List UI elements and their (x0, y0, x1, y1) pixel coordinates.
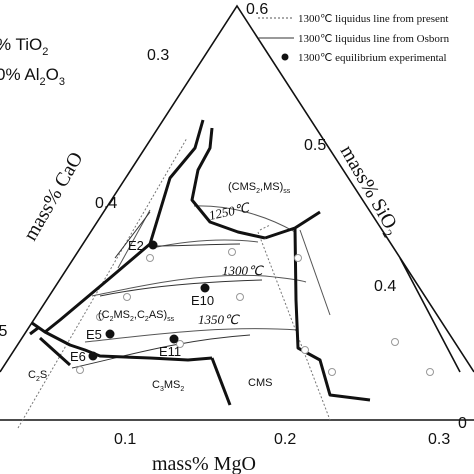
mgo-tick-0: 0.1 (114, 431, 136, 448)
triangle-outline (0, 4, 474, 373)
present-dotted-lines (17, 137, 331, 429)
header-al2o3: 0% Al2O3 (0, 65, 65, 88)
cao-axis-label: mass% CaO (19, 148, 87, 244)
mgo-tick-2: 0.3 (428, 431, 450, 448)
phase-c2ms2-c2as: (C2MS2,C2AS)ss (98, 309, 175, 323)
open-markers (76, 248, 434, 376)
right-edge-extension (399, 257, 461, 373)
isotherm-1250: 1250℃ (208, 200, 252, 223)
point-label-e5: E5 (86, 327, 102, 342)
point-e2 (148, 240, 158, 250)
point-label-e2: E2 (128, 238, 144, 253)
header-tio2: % TiO2 (0, 35, 48, 58)
legend: 1300℃ liquidus line from present 1300℃ l… (258, 13, 450, 64)
present-isotherm-lines (71, 211, 263, 369)
point-label-e11: E11 (159, 344, 181, 359)
phase-c3ms2: C3MS2 (152, 379, 184, 393)
sio2-tick-0: 0.6 (246, 1, 268, 18)
point-label-e10: E10 (191, 293, 214, 308)
mgo-axis-label: mass% MgO (152, 453, 256, 474)
phase-cms: CMS (248, 377, 272, 389)
legend-solid-label: 1300℃ liquidus line from Osborn (298, 33, 450, 45)
sio2-tick-1: 0.5 (304, 137, 326, 154)
boundary-lines (29, 119, 371, 406)
phase-c2s: C2S (28, 369, 47, 383)
point-e6 (88, 351, 98, 361)
isotherm-1300: 1300℃ (222, 263, 264, 278)
isotherm-1350: 1350℃ (198, 312, 240, 327)
experimental-points (88, 240, 210, 361)
legend-dot-label: 1300℃ equilibrium experimental (298, 52, 447, 64)
sio2-tick-3: 0 (458, 415, 467, 432)
sio2-tick-2: 0.4 (374, 278, 396, 295)
cao-tick-2: .5 (0, 323, 7, 340)
point-e10 (200, 283, 210, 293)
point-e11 (169, 334, 179, 344)
mgo-tick-1: 0.2 (274, 431, 296, 448)
phase-cms2-ms: (CMS2,MS)ss (228, 181, 291, 195)
legend-dotted-label: 1300℃ liquidus line from present (298, 13, 448, 25)
point-label-e6: E6 (70, 349, 86, 364)
point-e5 (105, 329, 115, 339)
cao-tick-0: 0.4 (95, 195, 117, 212)
cao-tick-1: 0.3 (147, 47, 169, 64)
sio2-axis-label: mass% SiO2 (333, 142, 404, 240)
legend-dot-sample (281, 53, 289, 61)
